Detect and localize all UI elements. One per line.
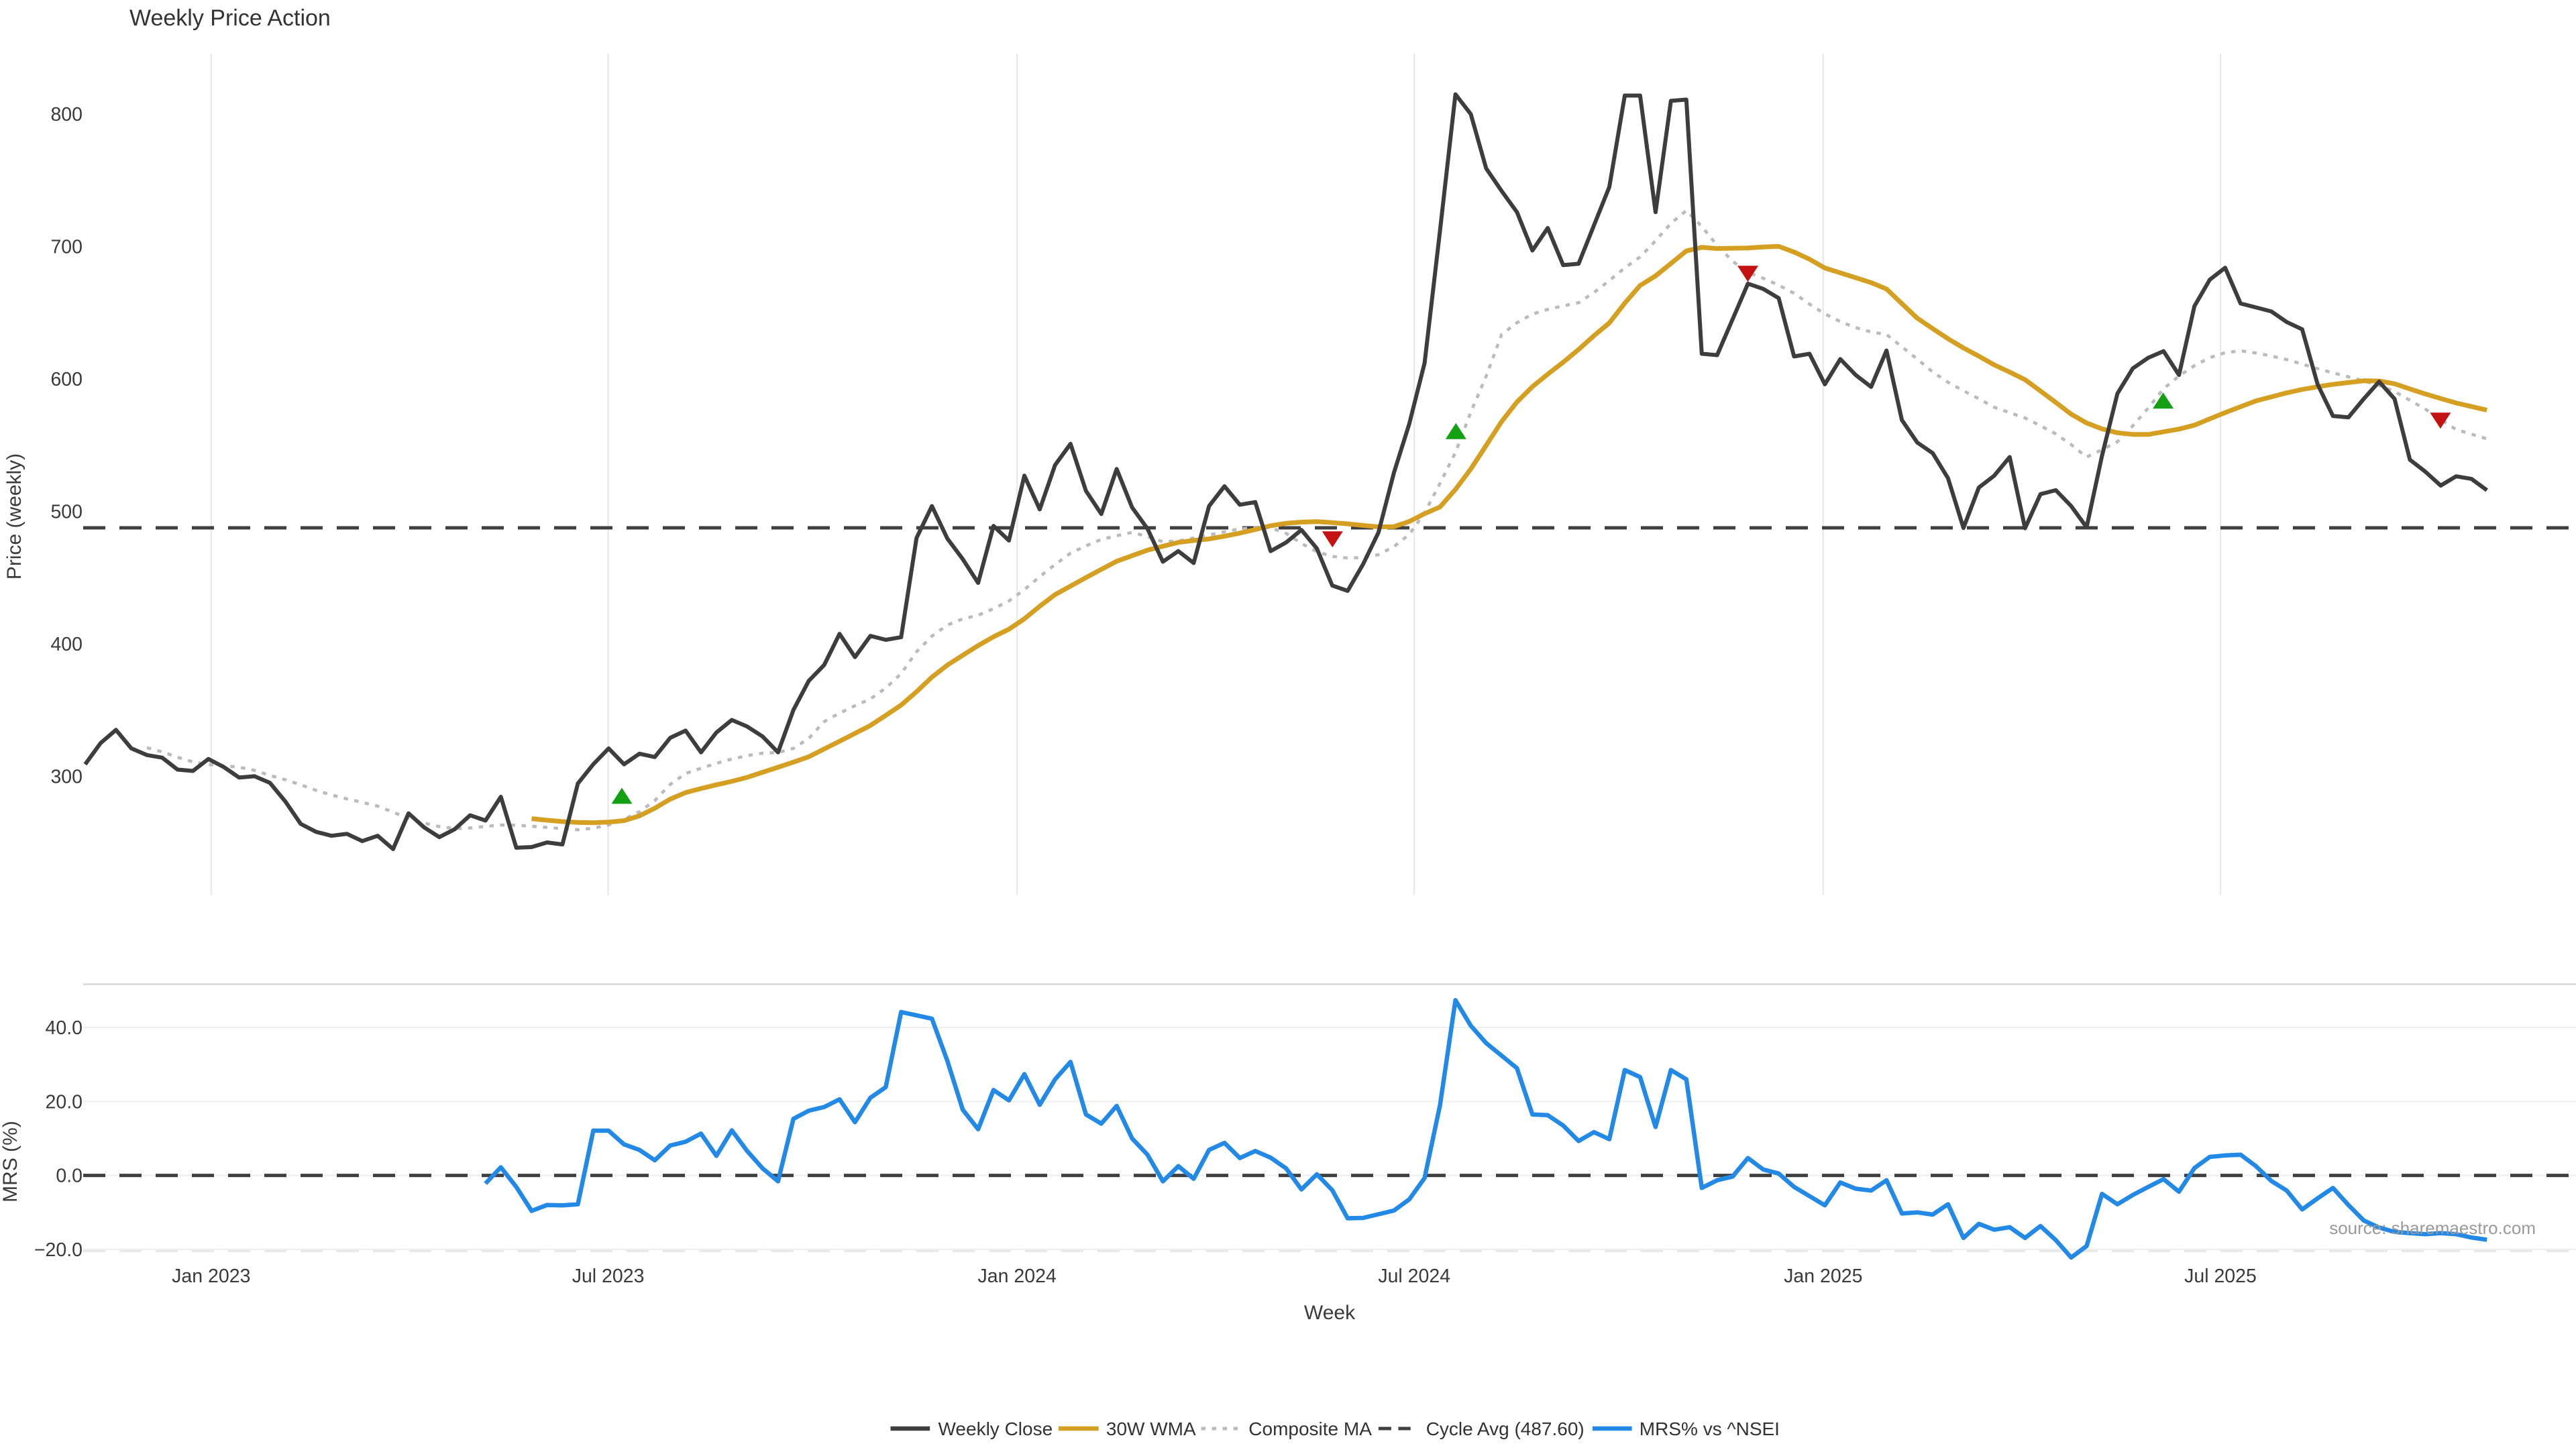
svg-text:Composite MA: Composite MA [1248, 1418, 1372, 1439]
svg-text:30W WMA: 30W WMA [1106, 1418, 1196, 1439]
svg-text:Price (weekly): Price (weekly) [3, 453, 25, 579]
svg-text:400: 400 [50, 634, 83, 655]
svg-text:Jan 2025: Jan 2025 [1784, 1266, 1862, 1287]
svg-text:Cycle Avg (487.60): Cycle Avg (487.60) [1426, 1418, 1585, 1439]
svg-text:40.0: 40.0 [46, 1017, 83, 1039]
svg-text:Jan 2023: Jan 2023 [172, 1266, 250, 1287]
svg-text:−20.0: −20.0 [34, 1239, 83, 1261]
svg-text:800: 800 [50, 104, 83, 125]
svg-text:Weekly Price Action: Weekly Price Action [129, 5, 331, 31]
svg-text:Jul 2024: Jul 2024 [1378, 1266, 1450, 1287]
svg-text:Jul 2025: Jul 2025 [2184, 1266, 2257, 1287]
svg-text:MRS% vs ^NSEI: MRS% vs ^NSEI [1640, 1418, 1780, 1439]
svg-text:700: 700 [50, 237, 83, 258]
svg-text:source: sharemaestro.com: source: sharemaestro.com [2329, 1218, 2536, 1238]
svg-text:600: 600 [50, 369, 83, 390]
svg-text:20.0: 20.0 [46, 1091, 83, 1113]
svg-text:0.0: 0.0 [56, 1166, 83, 1187]
svg-text:MRS (%): MRS (%) [0, 1121, 21, 1203]
svg-text:Weekly Close: Weekly Close [938, 1418, 1053, 1439]
svg-text:Week: Week [1304, 1302, 1356, 1324]
svg-text:Jul 2023: Jul 2023 [572, 1266, 645, 1287]
svg-text:500: 500 [50, 502, 83, 523]
svg-text:Jan 2024: Jan 2024 [978, 1266, 1057, 1287]
svg-text:300: 300 [50, 766, 83, 787]
